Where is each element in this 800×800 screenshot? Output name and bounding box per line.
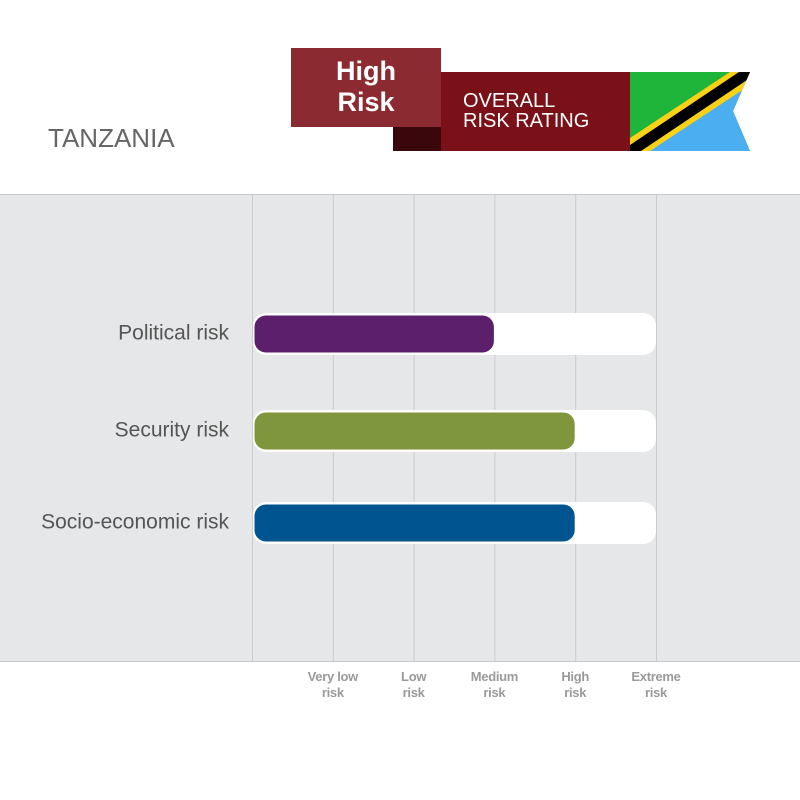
x-tick-label: Low risk [401, 669, 427, 700]
bar [253, 503, 576, 543]
x-tick-label: Extreme risk [631, 669, 681, 700]
category-label: Security risk [115, 419, 230, 442]
bar [253, 411, 576, 451]
category-label: Political risk [118, 322, 229, 345]
rating-box [291, 48, 441, 127]
country-name: TANZANIA [48, 123, 175, 153]
bar [253, 314, 495, 354]
ribbon-fold [393, 127, 441, 151]
category-label: Socio-economic risk [41, 511, 229, 534]
flag [630, 72, 750, 151]
x-tick-label: Medium risk [470, 669, 519, 700]
flag-black [630, 72, 750, 151]
x-tick-label: Very low risk [307, 669, 359, 700]
rating-caption: OVERALL RISK RATING [463, 90, 590, 132]
rating-label: High Risk [336, 56, 396, 117]
x-tick-label: High risk [561, 669, 590, 700]
